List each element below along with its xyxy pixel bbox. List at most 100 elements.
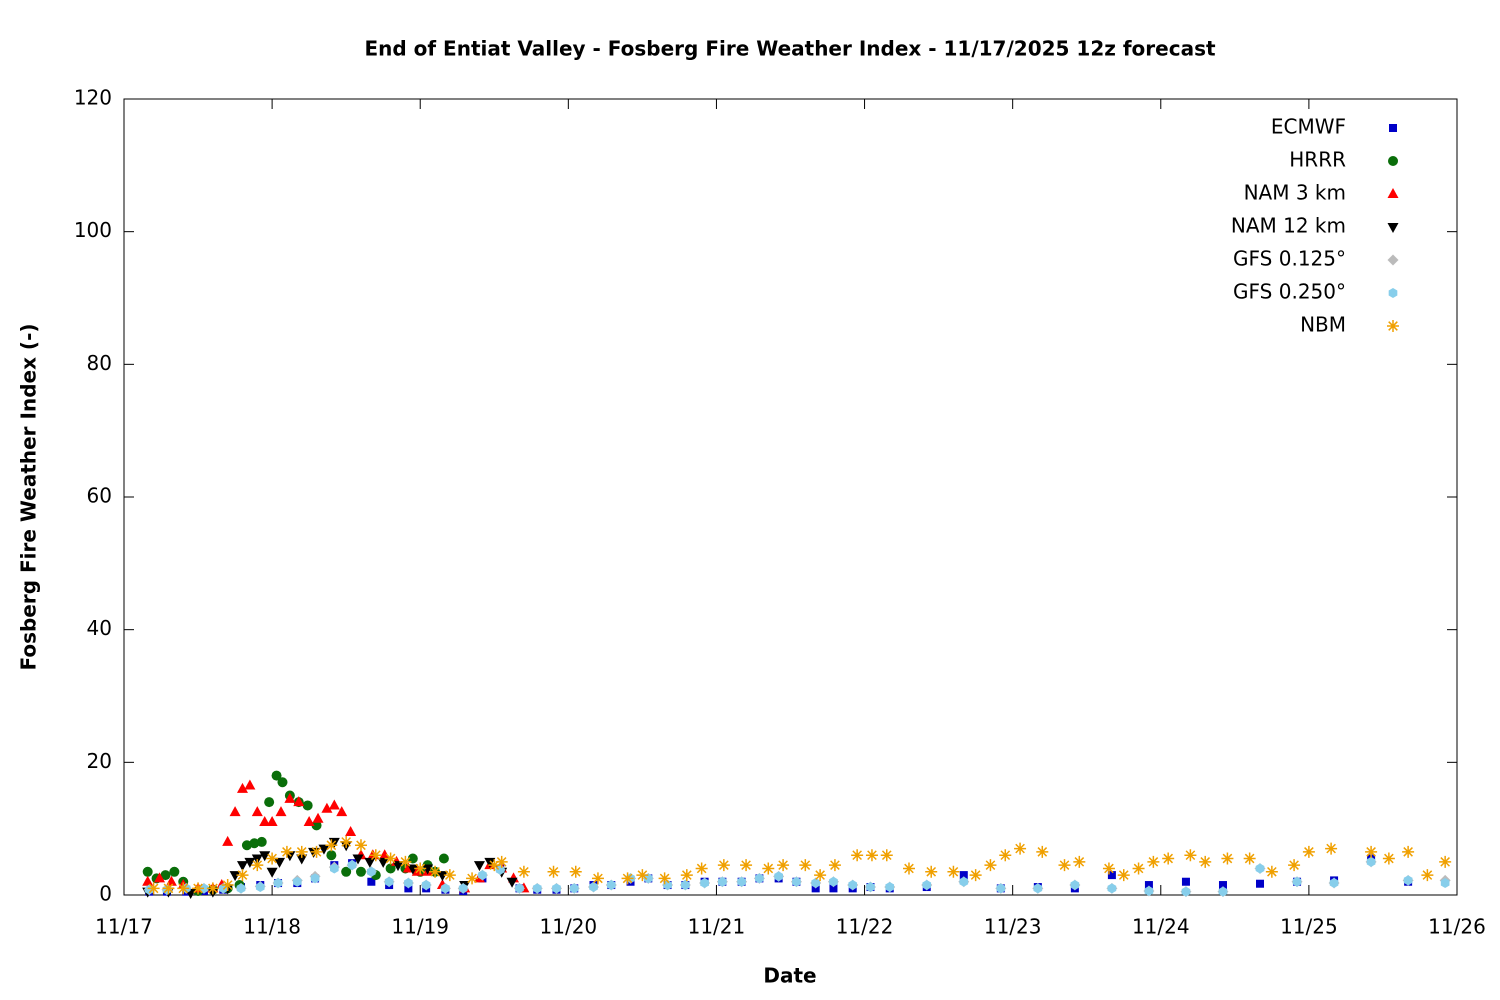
y-tick-label: 80 xyxy=(87,351,112,375)
data-point xyxy=(251,859,264,872)
x-tick-label: 11/22 xyxy=(836,915,894,939)
data-point xyxy=(222,835,234,846)
data-point xyxy=(1181,877,1190,886)
data-point xyxy=(369,849,382,862)
data-point xyxy=(142,875,154,886)
data-point xyxy=(1036,845,1049,858)
data-point xyxy=(295,845,308,858)
data-point xyxy=(947,865,960,878)
data-point xyxy=(256,836,267,847)
data-point xyxy=(302,800,313,811)
data-point xyxy=(147,882,160,895)
data-point xyxy=(218,883,228,894)
data-point xyxy=(352,854,364,865)
data-point xyxy=(1440,878,1450,889)
data-point xyxy=(1366,856,1376,867)
data-point xyxy=(367,877,376,886)
data-point xyxy=(142,866,153,877)
data-point xyxy=(1132,862,1145,875)
data-point xyxy=(311,820,322,831)
data-point xyxy=(621,872,634,885)
data-point xyxy=(236,869,249,882)
data-point xyxy=(274,857,286,868)
data-point xyxy=(277,777,288,788)
data-point xyxy=(959,876,969,887)
data-point xyxy=(1439,855,1452,868)
data-point xyxy=(414,862,427,875)
data-point xyxy=(680,869,693,882)
data-point xyxy=(1292,876,1302,887)
data-point xyxy=(345,825,357,836)
data-point xyxy=(328,799,340,810)
data-point xyxy=(718,876,727,887)
y-tick-label: 40 xyxy=(87,616,112,640)
data-point xyxy=(458,883,468,894)
y-tick-label: 100 xyxy=(74,218,112,242)
data-point xyxy=(885,882,895,893)
data-point xyxy=(606,880,616,891)
data-point xyxy=(379,849,391,860)
data-point xyxy=(922,880,932,891)
data-point xyxy=(421,880,431,891)
data-point xyxy=(1329,878,1339,889)
data-point xyxy=(1033,883,1043,894)
data-point xyxy=(799,859,812,872)
data-point xyxy=(271,770,282,781)
data-point xyxy=(902,862,915,875)
data-point xyxy=(1325,842,1338,855)
data-point xyxy=(569,883,579,894)
data-point xyxy=(865,849,878,862)
data-point xyxy=(484,857,496,868)
data-point xyxy=(636,869,649,882)
data-point xyxy=(422,864,434,875)
data-point xyxy=(515,883,524,894)
data-point xyxy=(249,838,260,849)
data-point xyxy=(1058,859,1071,872)
x-tick-label: 11/25 xyxy=(1280,915,1338,939)
data-point xyxy=(1265,865,1278,878)
data-point xyxy=(737,876,746,887)
data-point xyxy=(762,862,775,875)
data-point xyxy=(443,869,456,882)
data-point xyxy=(310,845,323,858)
data-point xyxy=(384,876,394,887)
data-point xyxy=(367,866,376,877)
y-tick-label: 60 xyxy=(87,484,112,508)
legend-marker xyxy=(1388,288,1398,298)
data-point xyxy=(341,866,352,877)
y-axis-label: Fosberg Fire Weather Index (-) xyxy=(17,323,41,670)
data-point xyxy=(441,883,450,894)
data-point xyxy=(347,860,357,871)
data-point xyxy=(1107,871,1116,880)
data-point xyxy=(221,879,234,892)
data-point xyxy=(177,882,190,895)
data-point xyxy=(1107,883,1117,894)
legend-marker xyxy=(1387,188,1399,198)
data-point xyxy=(478,870,487,881)
data-point xyxy=(1218,886,1228,897)
data-point xyxy=(160,870,171,881)
data-point xyxy=(880,849,893,862)
data-point xyxy=(293,796,305,807)
data-point xyxy=(244,779,256,790)
data-point xyxy=(259,851,271,862)
data-point xyxy=(848,880,858,891)
data-point xyxy=(473,861,485,872)
data-point xyxy=(329,863,339,874)
data-point xyxy=(244,857,256,868)
data-point xyxy=(792,876,801,887)
data-point xyxy=(310,873,320,884)
x-tick-label: 11/21 xyxy=(688,915,746,939)
data-point xyxy=(318,844,330,855)
y-tick-label: 20 xyxy=(87,749,112,773)
data-point xyxy=(495,855,508,868)
data-point xyxy=(1382,852,1395,865)
data-point xyxy=(828,859,841,872)
data-point xyxy=(404,878,413,889)
data-point xyxy=(717,859,730,872)
data-point xyxy=(1162,852,1175,865)
data-point xyxy=(229,871,241,882)
data-point xyxy=(407,853,418,864)
data-point xyxy=(407,864,419,875)
data-point xyxy=(658,872,671,885)
